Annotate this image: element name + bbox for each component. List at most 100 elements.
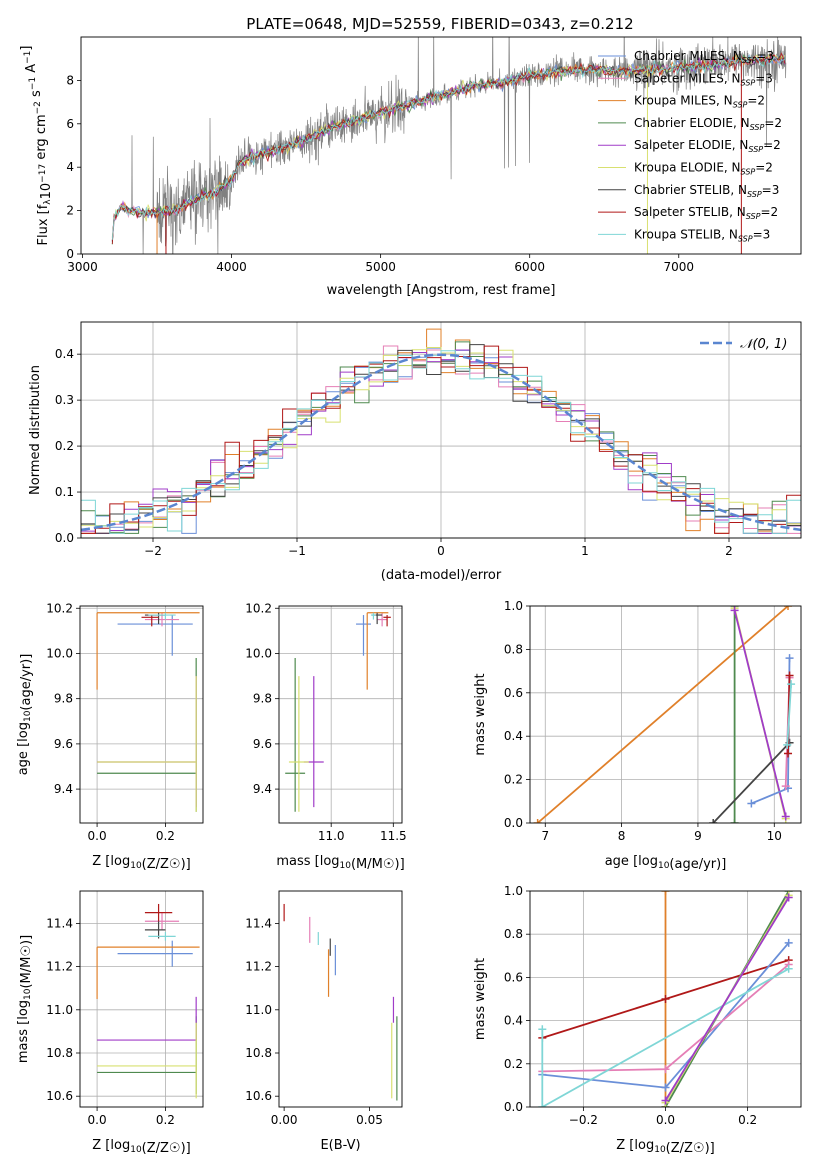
y-tick-label: 0.0 (504, 816, 523, 830)
normal-curve (81, 353, 801, 532)
weight-marker (730, 819, 739, 823)
y-tick-label: 9.6 (253, 737, 272, 751)
x-tick-label: 0.05 (356, 1113, 383, 1127)
errorbar-point (97, 996, 197, 1041)
axes-frame (79, 890, 204, 1108)
weight-marker (538, 1103, 547, 1107)
weight-marker (730, 606, 739, 615)
x-tick-label: 8 (618, 829, 626, 843)
panel-age_vs_z: 0.0 0.2 9.4 9.6 9.8 10.0 10.2 Z [log10(Z/Z☉)] ag… (16, 601, 204, 872)
y-axis-label: mass [log10(M/M☉)] (16, 935, 34, 1063)
legend-label: Chabrier ELODIE, NSSP=2 (634, 116, 782, 132)
errorbar-point (288, 676, 309, 812)
axes-frame (80, 36, 802, 255)
y-tick-label: 2 (66, 204, 74, 218)
y-axis-label: mass weight (473, 958, 488, 1040)
y-tick-label: 9.6 (54, 737, 73, 751)
y-tick-label: 6 (66, 117, 74, 131)
errorbar-point (144, 921, 166, 939)
x-tick-label: 0.0 (88, 1113, 107, 1127)
errorbar-point (303, 676, 324, 808)
residual-histogram (81, 349, 801, 534)
residual-histogram (81, 345, 801, 534)
y-tick-label: 0.6 (504, 970, 523, 984)
x-tick-label: 0.00 (271, 1113, 298, 1127)
y-tick-label: 0.0 (504, 1100, 523, 1114)
y-tick-label: 0.2 (504, 773, 523, 787)
x-tick-label: 0.0 (88, 829, 107, 843)
x-tick-label: 6000 (514, 260, 545, 274)
y-tick-label: 11.2 (245, 960, 272, 974)
weight-marker (784, 964, 793, 973)
y-axis-label: age [log10(age/yr)] (16, 654, 34, 776)
legend-label: Chabrier STELIB, NSSP=3 (634, 183, 779, 199)
x-axis-label: E(B-V) (320, 1138, 360, 1153)
panel-weight_vs_age: 7 8 9 10 0.0 0.2 0.4 0.6 0.8 1.0 age [log10(age/yr… (473, 599, 802, 872)
y-tick-label: 10.2 (46, 601, 73, 615)
weight-marker (785, 671, 794, 680)
weight-line (751, 658, 791, 805)
errorbar-point (96, 612, 200, 690)
legend-label: Salpeter MILES, NSSP=3 (634, 71, 773, 87)
x-tick-label: 5000 (365, 260, 396, 274)
y-tick-label: 11.4 (245, 916, 272, 930)
weight-marker (787, 680, 796, 689)
legend-label: Salpeter STELIB, NSSP=2 (634, 205, 778, 221)
plot-area-mass_vs_z (96, 903, 200, 1099)
y-axis-label: Flux [fλ10−17 erg cm−2 s−1 A−1] (19, 46, 54, 246)
y-tick-label: 10.0 (245, 646, 272, 660)
y-tick-label: 11.4 (46, 916, 73, 930)
x-axis-label: age [log10(age/yr)] (605, 854, 727, 872)
axes-frame (278, 605, 403, 824)
y-tick-label: 10.6 (245, 1089, 272, 1103)
errorbar-point (141, 615, 159, 627)
x-tick-label: 0 (437, 544, 445, 558)
panel-spectrum: 3000 4000 5000 6000 7000 0 2 4 6 8 Chabrier MILES,… (19, 36, 802, 298)
axes-residuals: −2 −1 0 1 2 0.0 0.1 0.2 0.3 0.4 𝒩(0, 1) (data-model… (28, 321, 802, 583)
x-tick-label: 0.2 (156, 1113, 175, 1127)
x-tick-label: −1 (288, 544, 306, 558)
y-tick-label: 0.4 (504, 729, 523, 743)
x-tick-label: 1 (581, 544, 589, 558)
y-tick-label: 10.8 (46, 1046, 73, 1060)
axes-frame (278, 890, 403, 1108)
spectrum-legend: Chabrier MILES, NSSP=3 Salpeter MILES, NS… (598, 49, 782, 243)
errorbar-point (356, 615, 371, 656)
weight-marker (784, 606, 793, 610)
x-tick-label: −2 (144, 544, 162, 558)
axes-age_vs_mass: 11.0 11.5 9.4 9.6 9.8 10.0 10.2 mass [log10(M/M… (245, 601, 406, 872)
weight-marker (709, 819, 718, 823)
axes-frame (529, 605, 802, 824)
x-tick-label: 0.2 (738, 1113, 757, 1127)
x-axis-label: mass [log10(M/M☉)] (276, 854, 404, 872)
legend-label: Kroupa STELIB, NSSP=3 (634, 227, 770, 243)
weight-marker (784, 938, 793, 947)
panel-mass_vs_ebv: 0.00 0.05 10.6 10.8 11.0 11.2 11.4 E(B-V) (245, 890, 403, 1153)
axes-mass_vs_z: 0.0 0.2 10.6 10.8 11.0 11.2 11.4 Z [log10(Z/Z☉)… (16, 890, 204, 1156)
weight-line (541, 968, 790, 1107)
errorbar-point (148, 932, 176, 941)
weight-marker (747, 799, 756, 808)
y-tick-label: 11.0 (245, 1003, 272, 1017)
weight-marker (661, 1096, 670, 1105)
weight-marker (538, 1025, 547, 1034)
weight-line (664, 897, 790, 1101)
y-tick-label: 9.4 (253, 782, 272, 796)
y-tick-label: 10.2 (245, 601, 272, 615)
y-tick-label: 0 (66, 247, 74, 261)
residual-histogram (81, 350, 801, 534)
plot-area-age_vs_mass (285, 612, 391, 812)
x-tick-label: 4000 (216, 260, 247, 274)
x-axis-label: Z [log10(Z/Z☉)] (92, 854, 190, 872)
weight-marker (784, 749, 793, 758)
errorbar-point (97, 1016, 197, 1095)
weight-marker (661, 995, 670, 1003)
weight-marker (784, 893, 793, 902)
spectrum-data-line (111, 37, 787, 254)
panel-residuals: −2 −1 0 1 2 0.0 0.1 0.2 0.3 0.4 𝒩(0, 1) (data-model… (28, 321, 802, 583)
weight-marker (661, 891, 670, 895)
errorbar-point (370, 612, 376, 620)
axes-frame (79, 605, 204, 824)
errorbar-point (97, 657, 197, 812)
axes-weight_vs_age: 7 8 9 10 0.0 0.2 0.4 0.6 0.8 1.0 age [log10(age/yr… (473, 599, 802, 872)
